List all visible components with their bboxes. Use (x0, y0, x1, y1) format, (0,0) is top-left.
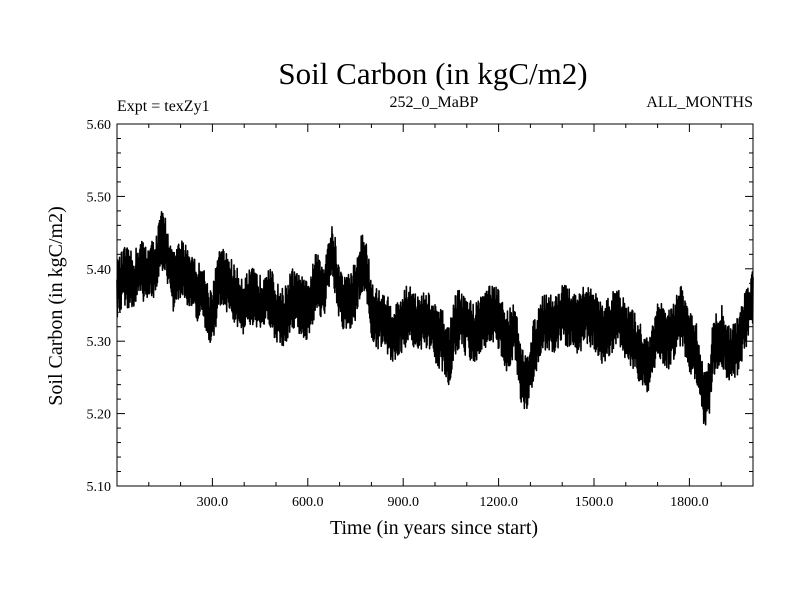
y-tick-label: 5.40 (87, 263, 112, 278)
y-tick-label: 5.10 (87, 480, 112, 495)
y-axis-label: Soil Carbon (in kgC/m2) (45, 206, 67, 405)
subtitle-period: 252_0_MaBP (390, 94, 479, 111)
x-tick-label: 300.0 (197, 495, 229, 510)
y-tick-label: 5.50 (87, 190, 112, 205)
x-axis-label: Time (in years since start) (330, 517, 538, 539)
chart-title: Soil Carbon (in kgC/m2) (278, 56, 587, 91)
y-tick-label: 5.20 (87, 408, 112, 423)
x-tick-label: 900.0 (387, 495, 419, 510)
y-tick-label: 5.60 (87, 118, 112, 133)
plot-area: 5.10 5.20 5.30 5.40 5.50 5.60 300.0 600.0 900.0 1… (87, 118, 754, 510)
x-tick-label: 600.0 (292, 495, 324, 510)
series-line (116, 211, 754, 426)
subtitle-months: ALL_MONTHS (646, 94, 753, 111)
y-tick-label: 5.30 (87, 335, 112, 350)
x-tick-label: 1200.0 (479, 495, 518, 510)
x-tick-label: 1800.0 (670, 495, 709, 510)
x-tick-label: 1500.0 (575, 495, 614, 510)
subtitle-experiment: Expt = texZy1 (117, 98, 210, 115)
